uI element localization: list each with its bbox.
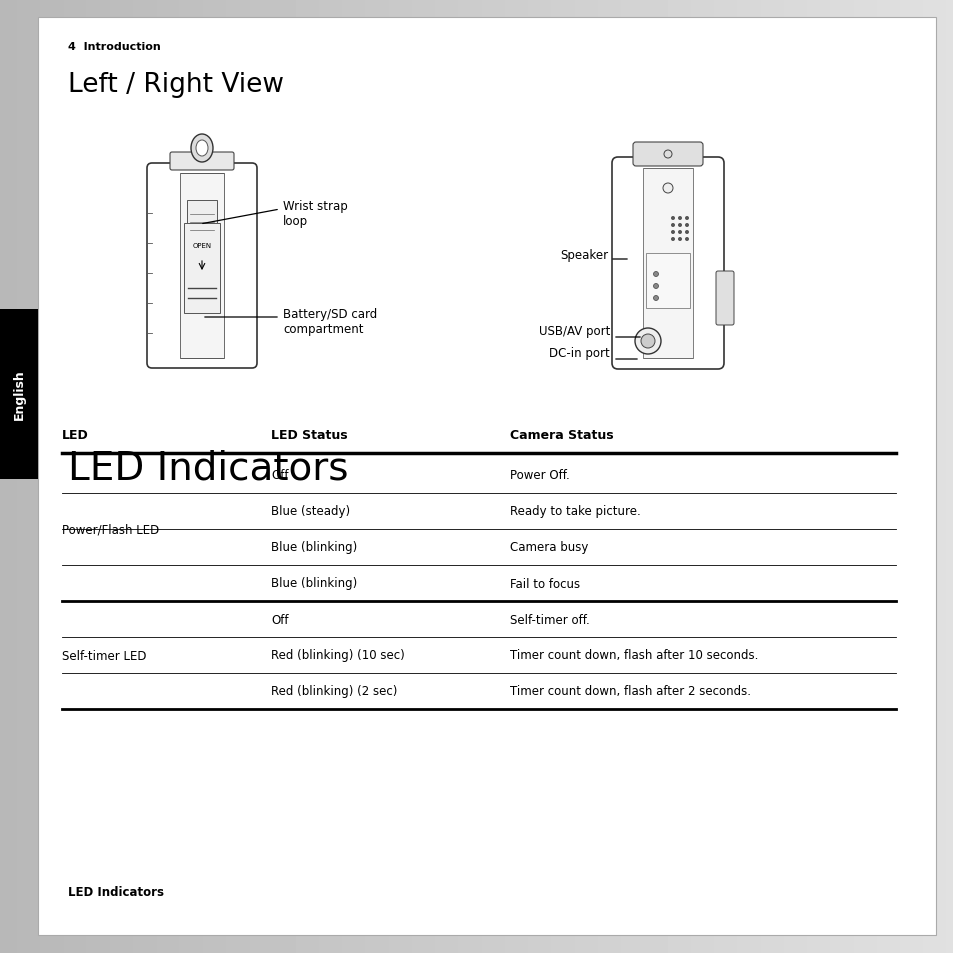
Bar bbox=[642, 169, 692, 358]
Circle shape bbox=[653, 284, 658, 289]
Text: Blue (blinking): Blue (blinking) bbox=[271, 541, 356, 554]
FancyBboxPatch shape bbox=[716, 272, 733, 326]
Text: 4  Introduction: 4 Introduction bbox=[68, 42, 161, 52]
Bar bbox=[187, 201, 216, 239]
Circle shape bbox=[653, 296, 658, 301]
Text: Camera Status: Camera Status bbox=[510, 429, 613, 441]
Text: LED Indicators: LED Indicators bbox=[68, 450, 348, 488]
Bar bbox=[184, 224, 220, 314]
Circle shape bbox=[684, 224, 688, 228]
Text: Self-timer off.: Self-timer off. bbox=[510, 613, 589, 626]
Circle shape bbox=[670, 224, 675, 228]
Bar bbox=[0, 310, 38, 479]
Text: Power/Flash LED: Power/Flash LED bbox=[62, 523, 159, 536]
Circle shape bbox=[684, 231, 688, 234]
Circle shape bbox=[670, 237, 675, 242]
Text: Timer count down, flash after 2 seconds.: Timer count down, flash after 2 seconds. bbox=[510, 685, 750, 698]
Circle shape bbox=[653, 273, 658, 277]
Text: USB/AV port: USB/AV port bbox=[538, 325, 609, 338]
Text: Fail to focus: Fail to focus bbox=[510, 577, 579, 590]
Text: Speaker: Speaker bbox=[559, 248, 607, 261]
Text: Wrist strap
loop: Wrist strap loop bbox=[283, 200, 348, 228]
Text: LED Status: LED Status bbox=[271, 429, 347, 441]
Circle shape bbox=[684, 237, 688, 242]
Circle shape bbox=[635, 329, 660, 355]
Text: Battery/SD card
compartment: Battery/SD card compartment bbox=[283, 308, 376, 335]
Bar bbox=[645, 253, 689, 309]
Circle shape bbox=[678, 216, 681, 221]
Circle shape bbox=[678, 224, 681, 228]
Text: Red (blinking) (2 sec): Red (blinking) (2 sec) bbox=[271, 685, 397, 698]
Circle shape bbox=[662, 184, 672, 193]
Ellipse shape bbox=[195, 141, 208, 157]
Circle shape bbox=[640, 335, 655, 349]
Text: Power Off.: Power Off. bbox=[510, 469, 569, 482]
Ellipse shape bbox=[191, 135, 213, 163]
Text: Blue (steady): Blue (steady) bbox=[271, 505, 350, 518]
Text: LED: LED bbox=[62, 429, 89, 441]
Text: OPEN: OPEN bbox=[193, 243, 212, 249]
Circle shape bbox=[663, 151, 671, 159]
Circle shape bbox=[670, 216, 675, 221]
Circle shape bbox=[684, 216, 688, 221]
Text: LED Indicators: LED Indicators bbox=[68, 885, 164, 898]
Text: Off: Off bbox=[271, 469, 288, 482]
Bar bbox=[180, 173, 224, 358]
Text: DC-in port: DC-in port bbox=[549, 347, 609, 360]
Text: Timer count down, flash after 10 seconds.: Timer count down, flash after 10 seconds… bbox=[510, 649, 758, 661]
Text: Red (blinking) (10 sec): Red (blinking) (10 sec) bbox=[271, 649, 404, 661]
Text: Off: Off bbox=[271, 613, 288, 626]
Text: English: English bbox=[12, 369, 26, 420]
Text: Camera busy: Camera busy bbox=[510, 541, 588, 554]
FancyBboxPatch shape bbox=[147, 164, 256, 369]
Text: Left / Right View: Left / Right View bbox=[68, 71, 284, 98]
FancyBboxPatch shape bbox=[170, 152, 233, 171]
Text: Blue (blinking): Blue (blinking) bbox=[271, 577, 356, 590]
FancyBboxPatch shape bbox=[612, 158, 723, 370]
Circle shape bbox=[678, 237, 681, 242]
FancyBboxPatch shape bbox=[633, 143, 702, 167]
Text: Self-timer LED: Self-timer LED bbox=[62, 649, 147, 661]
Circle shape bbox=[678, 231, 681, 234]
Text: Ready to take picture.: Ready to take picture. bbox=[510, 505, 640, 518]
Circle shape bbox=[670, 231, 675, 234]
